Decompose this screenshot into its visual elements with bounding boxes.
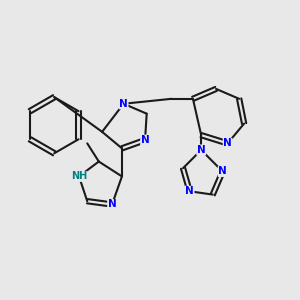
Text: NH: NH — [71, 171, 87, 182]
Text: N: N — [185, 186, 194, 196]
Text: N: N — [141, 135, 149, 145]
Text: N: N — [119, 99, 128, 109]
Text: N: N — [197, 145, 206, 155]
Text: N: N — [218, 167, 227, 176]
Text: N: N — [108, 200, 116, 209]
Text: N: N — [223, 138, 232, 148]
